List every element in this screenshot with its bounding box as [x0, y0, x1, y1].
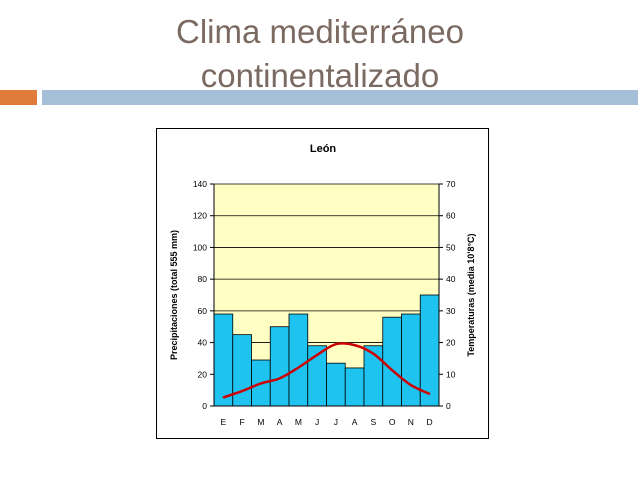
y-tick-label-left: 20 [198, 369, 208, 379]
temperature-point [222, 396, 225, 399]
y-tick-label-left: 100 [193, 242, 207, 252]
precipitation-bar [232, 334, 252, 407]
x-tick-label: J [334, 417, 338, 427]
y-tick-label-left: 0 [202, 401, 207, 411]
x-tick-label: N [408, 417, 414, 427]
temperature-point [316, 354, 318, 356]
x-tick-label: M [257, 417, 264, 427]
precipitation-bar [344, 367, 365, 407]
precipitation-bar [419, 294, 440, 407]
x-tick-label: J [315, 417, 319, 427]
y-tick-label-right: 10 [446, 369, 456, 379]
y-tick-label-right: 50 [446, 242, 456, 252]
temperature-line [222, 342, 431, 399]
temperature-point [428, 393, 431, 395]
slide-title-line-2: continentalizado [200, 57, 440, 94]
x-tick-label: O [389, 417, 396, 427]
y-tick-label-right: 0 [446, 401, 451, 411]
grid [214, 183, 439, 407]
precipitation-bar [269, 326, 290, 407]
precipitation-bar [326, 362, 346, 407]
x-tick-label: E [221, 417, 227, 427]
slide-title-line-1: Clima mediterráneo [176, 13, 464, 50]
temperature-point [335, 343, 337, 345]
precipitation-bar [382, 316, 402, 407]
x-tick-label: F [240, 417, 245, 427]
temperature-point [372, 352, 375, 355]
axes: 0 20 40 60 80 100 120 140 0 10 20 30 40 50 60 70 E F M A M J J… [193, 179, 456, 427]
precipitation-bar [213, 313, 234, 407]
temperature-point [241, 390, 243, 392]
y-tick-label-left: 120 [193, 211, 207, 221]
climate-chart: León 0 20 40 60 80 100 120 140 0 10 20 30 40 50 60 70 E F… [156, 128, 489, 439]
x-tick-label: A [277, 417, 283, 427]
temperature-point [410, 384, 412, 386]
y-tick-label-left: 80 [198, 274, 208, 284]
temperature-point [391, 369, 393, 371]
x-tick-label: A [352, 417, 358, 427]
precipitation-bar [401, 313, 421, 407]
y-tick-label-left: 40 [198, 338, 208, 348]
y-axis-right-title: Temperaturas (media 10'8°C) [466, 233, 476, 356]
chart-svg: León 0 20 40 60 80 100 120 140 0 10 20 30 40 50 60 70 E F… [169, 143, 476, 427]
temperature-point [278, 377, 281, 380]
y-axis-left-title: Precipitaciones (total 555 mm) [169, 230, 179, 360]
y-tick-label-right: 70 [446, 179, 456, 189]
accent-bar-orange [0, 90, 37, 105]
temperature-point [353, 344, 356, 346]
temperature-line-path [222, 342, 431, 399]
x-tick-label: D [427, 417, 433, 427]
chart-title: León [310, 143, 337, 155]
y-tick-label-right: 30 [446, 306, 456, 316]
x-tick-label: S [371, 417, 377, 427]
y-tick-label-left: 60 [198, 306, 208, 316]
slide-title: Clima mediterráneo continentalizado [150, 10, 490, 98]
y-tick-label-right: 40 [446, 274, 456, 284]
precipitation-bar [288, 313, 309, 407]
accent-bar-blue [42, 90, 638, 105]
temperature-point [297, 366, 300, 369]
y-tick-label-left: 140 [193, 179, 207, 189]
y-tick-label-right: 60 [446, 211, 456, 221]
temperature-point [260, 382, 262, 385]
x-tick-label: M [295, 417, 302, 427]
y-tick-label-right: 20 [446, 338, 456, 348]
